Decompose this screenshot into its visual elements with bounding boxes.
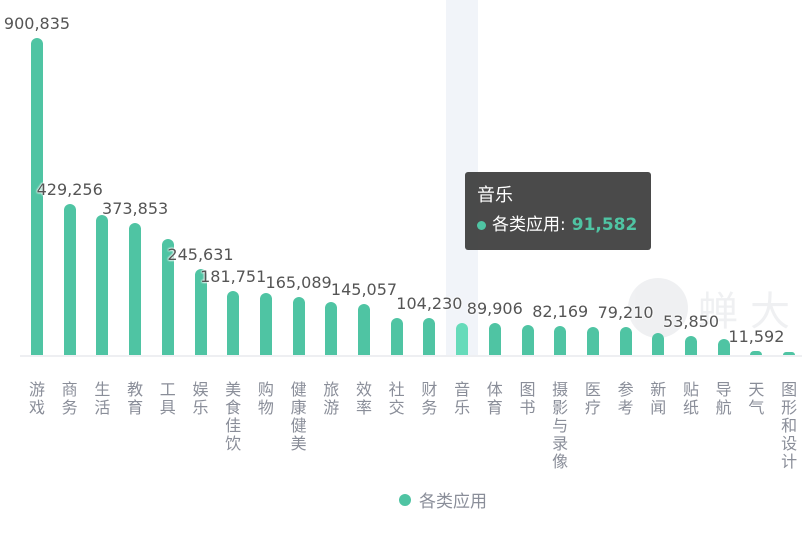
x-axis-label: 社交 <box>388 380 405 417</box>
bar[interactable] <box>652 333 665 355</box>
x-axis-label: 购物 <box>257 380 274 417</box>
x-axis-label: 效率 <box>355 380 372 417</box>
bar[interactable] <box>96 214 109 355</box>
value-label: 89,906 <box>466 299 523 319</box>
value-label: 104,230 <box>396 294 463 314</box>
bar[interactable] <box>750 350 763 355</box>
bar[interactable] <box>390 318 403 355</box>
bar[interactable] <box>358 303 370 355</box>
bar[interactable] <box>586 326 599 355</box>
bar[interactable] <box>292 296 305 355</box>
bar[interactable] <box>717 339 730 355</box>
legend-dot-icon <box>399 493 411 506</box>
series-dot-icon <box>477 220 486 230</box>
legend-label: 各类应用 <box>419 492 487 512</box>
value-label: 181,751 <box>200 267 267 287</box>
tooltip-value: 91,582 <box>571 215 638 235</box>
value-label: 900,835 <box>3 14 71 33</box>
value-label: 373,853 <box>102 199 169 219</box>
tooltip: 音乐 各类应用 : 91,582 <box>465 172 651 250</box>
bar[interactable] <box>31 38 43 355</box>
tooltip-row: 各类应用 : 91,582 <box>477 214 639 236</box>
x-axis-label: 音乐 <box>454 380 471 417</box>
x-axis-label: 新闻 <box>650 380 667 417</box>
x-axis-label: 图形和设计 <box>781 380 798 471</box>
bar[interactable] <box>161 238 174 355</box>
bar[interactable] <box>619 327 632 355</box>
bar[interactable] <box>63 203 76 355</box>
x-axis-label: 贴纸 <box>682 380 699 417</box>
value-label: 165,089 <box>265 272 332 292</box>
x-axis-label: 体育 <box>486 380 503 417</box>
value-label: 82,169 <box>532 302 589 322</box>
x-axis-label: 图书 <box>519 380 536 417</box>
bar[interactable] <box>783 352 796 355</box>
bar[interactable] <box>325 302 338 355</box>
tooltip-separator: : <box>560 215 566 235</box>
x-axis-label: 财务 <box>421 380 438 417</box>
x-axis-label: 导航 <box>715 380 732 417</box>
bar[interactable] <box>488 323 501 355</box>
x-axis-label: 摄影与录像 <box>552 380 569 471</box>
bar[interactable] <box>259 293 272 355</box>
x-axis-label: 娱乐 <box>192 380 209 417</box>
x-axis-label: 天气 <box>748 380 765 417</box>
value-label: 245,631 <box>167 244 234 264</box>
x-axis-label: 游戏 <box>28 380 45 417</box>
x-axis-label: 旅游 <box>323 380 340 417</box>
bar[interactable] <box>554 326 567 355</box>
x-axis-label: 生活 <box>94 380 111 417</box>
x-axis-label: 美食佳饮 <box>225 380 242 453</box>
x-axis-label: 医疗 <box>584 380 601 417</box>
bar[interactable] <box>423 318 436 355</box>
tooltip-title: 音乐 <box>477 185 513 206</box>
bar[interactable] <box>227 291 240 355</box>
x-axis-line <box>20 355 802 357</box>
bar[interactable] <box>456 322 469 355</box>
x-axis-label: 教育 <box>127 380 144 417</box>
tooltip-series-name: 各类应用 <box>492 215 560 235</box>
bar[interactable] <box>685 336 697 355</box>
bar[interactable] <box>194 268 207 355</box>
x-axis-label: 商务 <box>61 380 78 417</box>
x-axis-label: 参考 <box>617 380 634 417</box>
value-label: 145,057 <box>330 279 398 299</box>
x-axis-label: 工具 <box>159 380 176 417</box>
bar[interactable] <box>521 325 534 355</box>
bar[interactable] <box>129 223 142 355</box>
value-label: 79,210 <box>597 303 654 323</box>
value-label: 53,850 <box>663 312 719 332</box>
x-axis-label: 健康健美 <box>290 380 307 453</box>
value-label: 11,592 <box>728 326 785 346</box>
value-label: 429,256 <box>36 179 103 199</box>
legend-item[interactable]: 各类应用 <box>399 487 487 512</box>
